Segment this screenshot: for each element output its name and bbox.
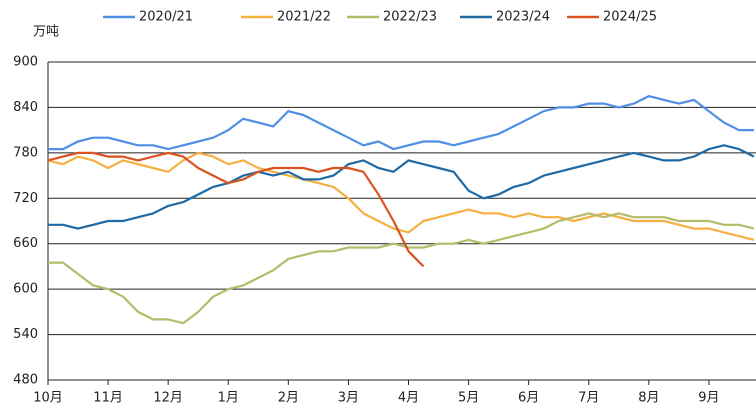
- series-line: [47, 151, 425, 268]
- x-tick-label: 11月: [93, 391, 123, 406]
- series-line: [48, 95, 754, 151]
- x-tick-label: 8月: [638, 391, 659, 406]
- legend-label: 2023/24: [496, 10, 550, 25]
- y-tick-label: 480: [13, 373, 38, 388]
- series-line: [48, 144, 755, 230]
- x-tick-label: 3月: [338, 391, 359, 406]
- legend-label: 2022/23: [383, 10, 437, 25]
- legend-label: 2024/25: [603, 10, 657, 25]
- x-tick-label: 1月: [218, 391, 239, 406]
- x-tick-label: 6月: [518, 391, 539, 406]
- y-tick-label: 900: [13, 55, 38, 70]
- y-tick-label: 600: [13, 282, 38, 297]
- legend-label: 2020/21: [139, 10, 193, 25]
- x-tick-label: 7月: [578, 391, 599, 406]
- x-tick-label: 12月: [153, 391, 183, 406]
- x-tick-label: 10月: [33, 391, 63, 406]
- series-line: [47, 151, 755, 241]
- y-axis-label: 万吨: [33, 25, 59, 40]
- y-tick-label: 660: [13, 236, 38, 251]
- y-tick-label: 840: [13, 100, 38, 115]
- x-tick-label: 4月: [398, 391, 419, 406]
- legend-label: 2021/22: [277, 10, 331, 25]
- x-tick-label: 2月: [278, 391, 299, 406]
- x-tick-label: 5月: [458, 391, 479, 406]
- y-tick-label: 540: [13, 327, 38, 342]
- y-tick-label: 720: [13, 191, 38, 206]
- x-tick-label: 9月: [698, 391, 719, 406]
- series-line: [48, 212, 755, 325]
- y-tick-label: 780: [13, 145, 38, 160]
